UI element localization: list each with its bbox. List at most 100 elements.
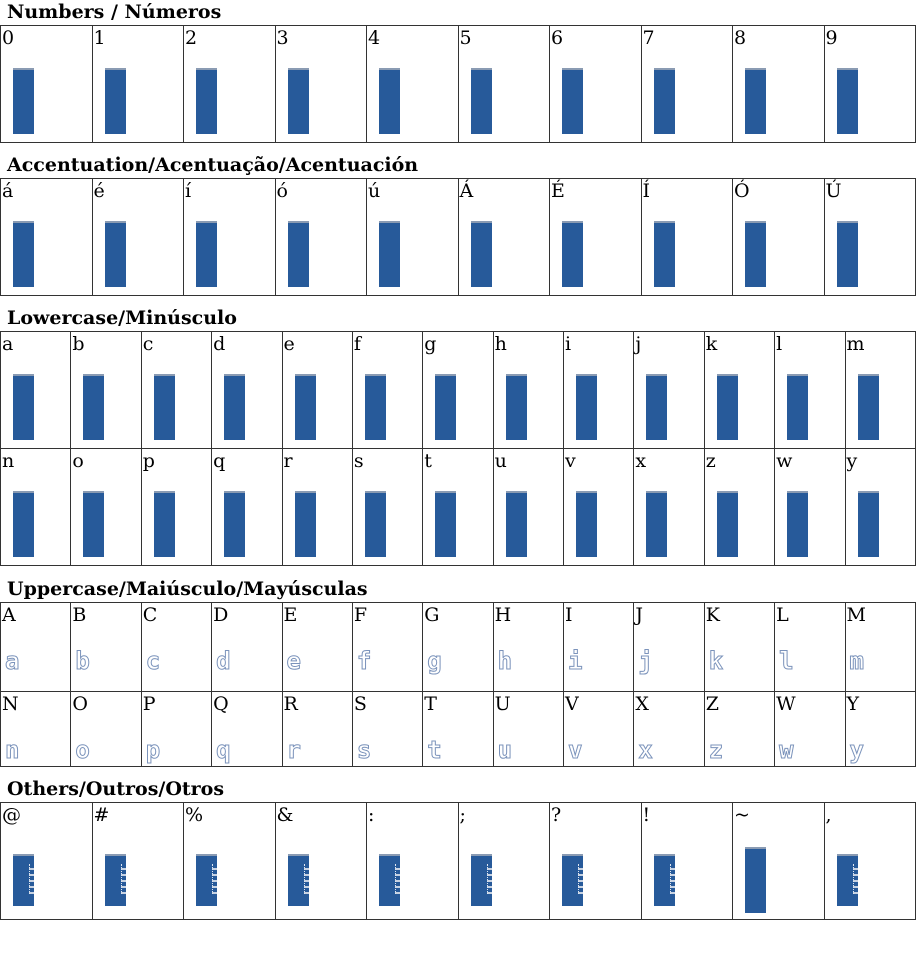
font-glyph-sample: a: [4, 647, 20, 676]
missing-glyph-box: [153, 491, 175, 557]
char-cell: %: [183, 802, 276, 920]
missing-glyph-box: [646, 491, 668, 557]
char-cell: t: [422, 448, 494, 566]
missing-glyph-box: [224, 491, 246, 557]
char-label: p: [142, 450, 155, 472]
char-cell: 6: [549, 25, 642, 143]
char-cell: Ó: [732, 178, 825, 296]
char-cell: j: [633, 331, 705, 449]
char-label: 7: [642, 27, 655, 49]
char-cell: é: [91, 178, 184, 296]
char-cell: !: [640, 802, 733, 920]
char-cell: 1: [91, 25, 184, 143]
char-label: 8: [734, 27, 747, 49]
missing-glyph-box: [435, 374, 457, 440]
char-cell: 0: [0, 25, 93, 143]
char-label: É: [551, 180, 565, 202]
missing-glyph-box: [836, 221, 858, 287]
missing-glyph-box: [576, 491, 597, 557]
missing-glyph-box: [653, 68, 675, 134]
char-label: #: [93, 804, 110, 826]
section-title: Accentuation/Acentuação/Acentuación: [7, 154, 419, 176]
char-label: a: [2, 333, 14, 355]
char-cell: p: [140, 448, 213, 566]
font-glyph-sample: r: [286, 736, 301, 765]
missing-glyph-box: [224, 374, 246, 440]
char-label: L: [776, 604, 789, 626]
missing-glyph-box: [104, 68, 126, 134]
char-label: :: [368, 804, 375, 826]
missing-glyph-box: [653, 221, 675, 287]
char-label: W: [776, 693, 796, 715]
font-glyph-sample: j: [638, 647, 653, 676]
char-label: 1: [93, 27, 106, 49]
char-label: V: [565, 693, 579, 715]
char-label: e: [283, 333, 295, 355]
char-label: t: [424, 450, 432, 472]
missing-glyph-box: [83, 491, 105, 557]
missing-glyph-box: [13, 374, 34, 440]
missing-glyph-box: [83, 374, 105, 440]
char-label: 2: [185, 27, 198, 49]
char-label: o: [72, 450, 84, 472]
char-label: X: [635, 693, 649, 715]
char-label: j: [635, 333, 642, 355]
char-label: l: [776, 333, 783, 355]
char-label: y: [846, 450, 858, 472]
char-label: k: [705, 333, 718, 355]
section-title: Uppercase/Maiúsculo/Mayúsculas: [7, 578, 368, 600]
char-label: F: [353, 604, 368, 626]
section-0: Numbers / Números 0 1 2 3 4 5 6 7 8 9: [0, 0, 916, 143]
font-glyph-sample: o: [75, 736, 90, 765]
char-label: s: [353, 450, 364, 472]
char-cell: n: [0, 448, 72, 566]
char-label: G: [424, 604, 440, 626]
char-label: h: [494, 333, 507, 355]
missing-glyph-box: [653, 854, 675, 906]
missing-glyph-box: [576, 374, 597, 440]
char-label: f: [353, 333, 361, 355]
font-glyph-sample: y: [849, 736, 864, 765]
char-label: C: [142, 604, 158, 626]
missing-glyph-box: [836, 68, 858, 134]
char-label: D: [213, 604, 229, 626]
font-glyph-sample: g: [427, 647, 442, 676]
char-label: u: [494, 450, 507, 472]
char-cell: u: [492, 448, 565, 566]
char-label: Q: [213, 693, 229, 715]
font-glyph-sample: f: [356, 647, 372, 676]
char-cell: q: [211, 448, 283, 566]
missing-glyph-box: [646, 374, 668, 440]
char-cell: &: [274, 802, 367, 920]
char-cell: ?: [549, 802, 642, 920]
missing-glyph-box: [287, 221, 309, 287]
character-grid: 0 1 2 3 4 5 6 7 8 9: [0, 25, 916, 143]
char-label: Ú: [825, 180, 842, 202]
font-glyph-sample: m: [849, 647, 864, 676]
char-label: 4: [368, 27, 381, 49]
char-label: g: [424, 333, 437, 355]
missing-glyph-box: [196, 68, 217, 134]
char-label: Z: [705, 693, 719, 715]
missing-glyph-box: [745, 847, 766, 913]
char-label: z: [705, 450, 716, 472]
font-glyph-sample: u: [497, 736, 513, 765]
missing-glyph-box: [13, 854, 34, 906]
font-glyph-sample: n: [4, 736, 20, 765]
char-cell: í: [183, 178, 276, 296]
